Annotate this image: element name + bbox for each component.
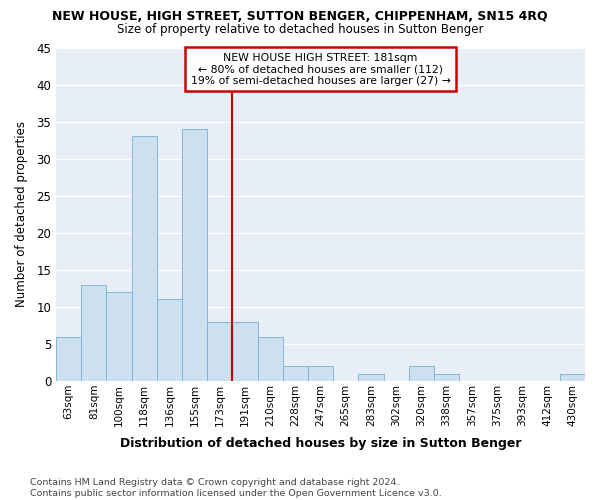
Text: Contains HM Land Registry data © Crown copyright and database right 2024.
Contai: Contains HM Land Registry data © Crown c… xyxy=(30,478,442,498)
Bar xyxy=(232,322,257,381)
Bar xyxy=(560,374,585,381)
Y-axis label: Number of detached properties: Number of detached properties xyxy=(15,121,28,307)
Bar xyxy=(56,336,81,381)
Bar xyxy=(358,374,383,381)
Text: NEW HOUSE, HIGH STREET, SUTTON BENGER, CHIPPENHAM, SN15 4RQ: NEW HOUSE, HIGH STREET, SUTTON BENGER, C… xyxy=(52,10,548,23)
Text: Size of property relative to detached houses in Sutton Benger: Size of property relative to detached ho… xyxy=(117,22,483,36)
Bar xyxy=(434,374,459,381)
X-axis label: Distribution of detached houses by size in Sutton Benger: Distribution of detached houses by size … xyxy=(120,437,521,450)
Bar xyxy=(106,292,131,381)
Bar xyxy=(283,366,308,381)
Bar xyxy=(409,366,434,381)
Bar xyxy=(257,336,283,381)
Bar xyxy=(182,129,207,381)
Bar xyxy=(131,136,157,381)
Bar xyxy=(81,284,106,381)
Bar xyxy=(157,300,182,381)
Text: NEW HOUSE HIGH STREET: 181sqm
← 80% of detached houses are smaller (112)
19% of : NEW HOUSE HIGH STREET: 181sqm ← 80% of d… xyxy=(191,52,451,86)
Bar xyxy=(207,322,232,381)
Bar xyxy=(308,366,333,381)
